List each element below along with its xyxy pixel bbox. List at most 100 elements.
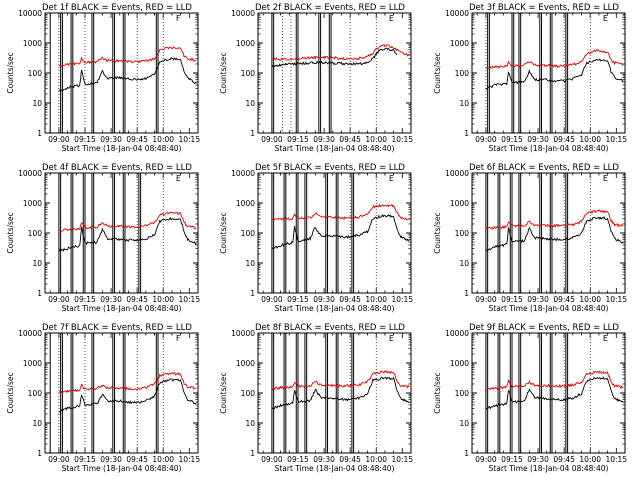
- x-tick-label: 09:45: [553, 455, 575, 464]
- y-axis-label: Counts/sec: [219, 372, 228, 413]
- y-tick-label: 1000: [236, 199, 255, 208]
- lld-series-line: [271, 203, 410, 222]
- x-axis-label: Start Time (18-Jan-04 08:48:40): [62, 144, 182, 153]
- x-axis-label: Start Time (18-Jan-04 08:48:40): [489, 304, 609, 313]
- x-tick-label: 10:00: [152, 135, 174, 144]
- x-tick-label: 09:15: [74, 295, 96, 304]
- y-tick-label: 1000: [236, 39, 255, 48]
- panel-title: Det 9f BLACK = Events, RED = LLD: [469, 323, 619, 333]
- y-tick-label: 10000: [445, 329, 469, 338]
- y-axis-label: Counts/sec: [433, 212, 442, 253]
- y-axis-label: Counts/sec: [433, 52, 442, 93]
- x-tick-label: 09:15: [74, 455, 96, 464]
- x-axis-label: Start Time (18-Jan-04 08:48:40): [489, 144, 609, 153]
- x-tick-label: 09:45: [126, 135, 148, 144]
- panel-title: Det 4f BLACK = Events, RED = LLD: [42, 163, 192, 173]
- panel-det-5: Det 5f BLACK = Events, RED = LLD 1 10 100 10…: [219, 163, 413, 313]
- x-tick-label: 09:30: [527, 135, 549, 144]
- y-tick-label: 10000: [445, 169, 469, 178]
- lld-series-line: [58, 371, 197, 395]
- y-tick-label: 10000: [18, 169, 42, 178]
- lld-series-line: [58, 211, 197, 232]
- x-tick-label: 09:00: [261, 295, 283, 304]
- x-tick-label: 10:00: [579, 295, 601, 304]
- panel-title: Det 3f BLACK = Events, RED = LLD: [469, 3, 619, 13]
- x-tick-label: 09:00: [475, 135, 497, 144]
- x-tick-label: 10:00: [152, 455, 174, 464]
- x-tick-label: 09:45: [339, 135, 361, 144]
- x-tick-label: 09:45: [339, 295, 361, 304]
- y-axis-label: Counts/sec: [6, 372, 15, 413]
- x-axis-label: Start Time (18-Jan-04 08:48:40): [275, 304, 395, 313]
- y-tick-label: 100: [241, 69, 256, 78]
- y-tick-label: 10: [32, 419, 42, 428]
- y-tick-label: 1000: [450, 199, 469, 208]
- x-tick-label: 10:15: [178, 135, 200, 144]
- events-series-line: [485, 216, 624, 252]
- x-tick-label: 09:15: [74, 135, 96, 144]
- y-tick-label: 1: [37, 129, 42, 138]
- y-tick-label: 1000: [23, 199, 42, 208]
- y-axis-label: Counts/sec: [433, 372, 442, 413]
- corner-letter-label: E: [603, 174, 608, 183]
- y-tick-label: 1: [37, 289, 42, 298]
- x-tick-label: 09:45: [126, 455, 148, 464]
- panel-title: Det 6f BLACK = Events, RED = LLD: [469, 163, 619, 173]
- y-tick-label: 10: [245, 99, 255, 108]
- x-tick-label: 09:15: [287, 295, 309, 304]
- y-tick-label: 1000: [23, 359, 42, 368]
- x-tick-label: 09:30: [313, 455, 335, 464]
- x-tick-label: 09:30: [100, 455, 122, 464]
- x-tick-label: 10:00: [365, 455, 387, 464]
- y-tick-label: 10: [459, 259, 469, 268]
- y-tick-label: 1: [250, 129, 255, 138]
- y-tick-label: 1000: [450, 39, 469, 48]
- x-tick-label: 09:00: [48, 455, 70, 464]
- corner-letter-label: E: [389, 174, 394, 183]
- y-axis-label: Counts/sec: [6, 52, 15, 93]
- x-tick-label: 10:00: [579, 135, 601, 144]
- y-tick-label: 10000: [231, 329, 255, 338]
- lld-series-line: [58, 46, 197, 67]
- x-axis-label: Start Time (18-Jan-04 08:48:40): [489, 464, 609, 473]
- panel-det-8: Det 8f BLACK = Events, RED = LLD 1 10 100 10…: [219, 323, 413, 473]
- panel-det-2: Det 2f BLACK = Events, RED = LLD 1 10 100 10…: [219, 3, 413, 153]
- x-tick-label: 09:30: [100, 135, 122, 144]
- x-axis-label: Start Time (18-Jan-04 08:48:40): [275, 144, 395, 153]
- x-tick-label: 09:30: [527, 295, 549, 304]
- x-tick-label: 10:00: [365, 295, 387, 304]
- y-tick-label: 1: [464, 129, 469, 138]
- x-tick-label: 10:15: [178, 295, 200, 304]
- y-tick-label: 10: [32, 259, 42, 268]
- corner-letter-label: F: [176, 14, 180, 23]
- lld-series-line: [485, 49, 624, 69]
- x-tick-label: 10:15: [605, 135, 627, 144]
- y-axis-label: Counts/sec: [6, 212, 15, 253]
- y-tick-label: 10000: [18, 329, 42, 338]
- corner-letter-label: F: [176, 334, 180, 343]
- panel-title: Det 1f BLACK = Events, RED = LLD: [42, 3, 192, 13]
- y-axis-label: Counts/sec: [219, 52, 228, 93]
- x-tick-label: 09:00: [48, 135, 70, 144]
- y-tick-label: 1: [464, 289, 469, 298]
- events-series-line: [485, 58, 624, 90]
- panel-title: Det 5f BLACK = Events, RED = LLD: [255, 163, 405, 173]
- y-tick-label: 100: [455, 69, 470, 78]
- x-axis-label: Start Time (18-Jan-04 08:48:40): [62, 464, 182, 473]
- lld-series-line: [271, 370, 410, 391]
- x-tick-label: 09:30: [527, 455, 549, 464]
- x-tick-label: 10:15: [605, 455, 627, 464]
- y-tick-label: 1000: [23, 39, 42, 48]
- panel-det-4: Det 4f BLACK = Events, RED = LLD 1 10 100 10…: [6, 163, 200, 313]
- events-series-line: [58, 217, 197, 253]
- x-tick-label: 09:00: [475, 455, 497, 464]
- x-tick-label: 09:30: [100, 295, 122, 304]
- events-series-line: [271, 47, 398, 68]
- y-tick-label: 100: [455, 389, 470, 398]
- y-axis-label: Counts/sec: [219, 212, 228, 253]
- y-tick-label: 10: [245, 419, 255, 428]
- panel-det-7: Det 7f BLACK = Events, RED = LLD 1 10 100 10…: [6, 323, 200, 473]
- x-tick-label: 09:15: [501, 135, 523, 144]
